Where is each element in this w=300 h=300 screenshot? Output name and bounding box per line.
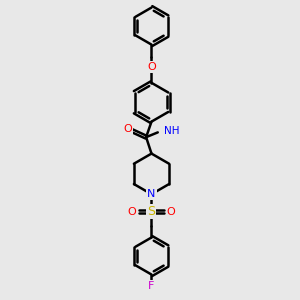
Text: F: F <box>148 281 154 291</box>
Text: O: O <box>128 206 136 217</box>
Text: O: O <box>147 62 156 72</box>
Text: O: O <box>124 124 132 134</box>
Text: N: N <box>147 189 156 199</box>
Text: S: S <box>148 205 155 218</box>
Text: O: O <box>167 206 175 217</box>
Text: NH: NH <box>164 126 179 136</box>
